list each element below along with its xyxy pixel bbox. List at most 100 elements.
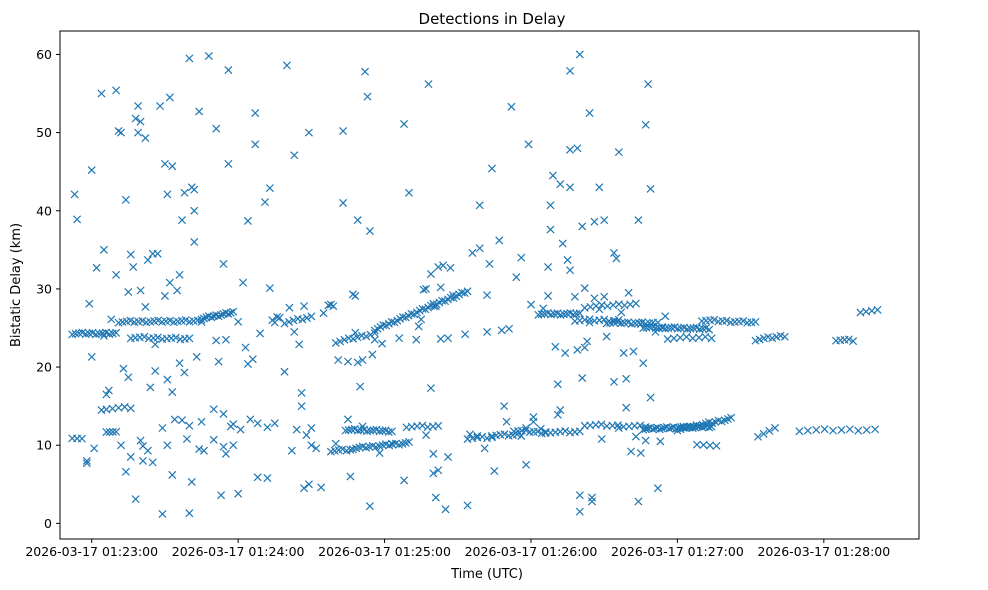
data-point xyxy=(575,491,584,500)
data-point xyxy=(412,335,421,344)
data-point xyxy=(622,374,631,383)
data-point xyxy=(676,324,685,333)
x-tick-label: 2026-03-17 01:27:00 xyxy=(611,544,744,559)
y-tick-label: 50 xyxy=(36,125,52,140)
data-point xyxy=(434,263,443,272)
data-point xyxy=(699,440,708,450)
data-point xyxy=(551,342,560,351)
data-point xyxy=(158,423,167,433)
data-point xyxy=(141,302,150,311)
data-point xyxy=(331,338,340,348)
data-point xyxy=(351,328,360,337)
data-point xyxy=(292,425,301,434)
data-point xyxy=(219,409,228,418)
y-axis: 0 10 20 30 40 50 60 xyxy=(36,47,60,531)
data-point xyxy=(636,421,645,430)
data-point xyxy=(217,311,226,320)
data-point xyxy=(273,313,282,322)
data-point xyxy=(265,184,274,193)
data-point xyxy=(182,434,191,443)
data-point xyxy=(651,327,660,336)
data-point xyxy=(358,356,367,365)
data-point xyxy=(160,159,169,168)
data-point xyxy=(241,343,250,352)
data-point xyxy=(131,495,140,504)
data-point xyxy=(120,402,129,411)
data-point xyxy=(104,386,113,395)
data-point xyxy=(199,314,209,323)
data-point xyxy=(168,470,177,479)
data-point xyxy=(197,417,206,426)
data-point xyxy=(107,315,116,324)
data-point xyxy=(646,393,655,402)
data-point xyxy=(639,359,648,368)
data-point xyxy=(124,288,133,297)
data-point xyxy=(844,335,853,344)
data-point xyxy=(347,425,356,434)
data-point xyxy=(585,315,594,324)
data-point xyxy=(102,428,111,437)
data-point xyxy=(583,337,592,346)
data-point xyxy=(573,345,582,354)
data-point xyxy=(119,364,128,373)
x-tick-label: 2026-03-17 01:23:00 xyxy=(25,544,158,559)
data-point xyxy=(140,332,149,341)
data-point xyxy=(419,285,428,294)
data-point xyxy=(214,312,223,321)
data-point xyxy=(463,287,472,296)
data-point xyxy=(629,347,638,356)
data-point xyxy=(862,425,871,435)
data-point xyxy=(375,427,384,436)
data-point xyxy=(378,426,387,435)
data-point xyxy=(770,423,780,432)
data-point xyxy=(362,332,371,341)
data-point xyxy=(641,425,650,434)
data-point xyxy=(658,424,667,433)
data-point xyxy=(417,315,426,324)
data-point xyxy=(221,335,230,344)
data-point xyxy=(612,254,621,263)
data-point xyxy=(151,366,160,375)
data-point xyxy=(429,469,438,478)
data-point xyxy=(619,348,628,358)
data-point xyxy=(812,425,821,434)
data-point xyxy=(185,334,194,343)
data-point xyxy=(566,145,575,154)
data-point xyxy=(871,425,880,434)
data-point xyxy=(97,406,106,415)
data-point xyxy=(304,128,313,137)
data-point xyxy=(180,188,189,197)
data-point xyxy=(297,388,306,397)
data-point xyxy=(600,216,609,225)
data-point xyxy=(353,358,362,367)
data-point xyxy=(673,324,682,333)
data-point xyxy=(487,164,496,173)
data-point xyxy=(624,288,633,297)
data-point xyxy=(173,286,182,295)
data-point xyxy=(436,283,445,292)
data-point xyxy=(151,340,160,349)
data-point xyxy=(378,339,387,348)
data-point xyxy=(387,439,396,448)
data-point xyxy=(108,427,117,436)
data-point xyxy=(370,335,379,344)
data-point xyxy=(168,162,177,171)
data-point xyxy=(566,66,575,75)
data-point xyxy=(170,415,179,424)
data-point xyxy=(759,429,768,438)
data-point xyxy=(631,432,640,441)
data-point xyxy=(275,313,284,322)
y-tick-label: 40 xyxy=(36,203,52,218)
data-point xyxy=(224,66,233,75)
data-point xyxy=(366,426,375,435)
data-point xyxy=(504,324,514,333)
data-point xyxy=(229,420,238,429)
data-point xyxy=(312,444,321,453)
data-point xyxy=(705,325,714,334)
data-point xyxy=(251,140,260,149)
data-point xyxy=(329,302,338,311)
data-point xyxy=(251,109,260,118)
data-point xyxy=(722,316,731,325)
data-point xyxy=(344,425,353,435)
data-point xyxy=(739,317,748,326)
